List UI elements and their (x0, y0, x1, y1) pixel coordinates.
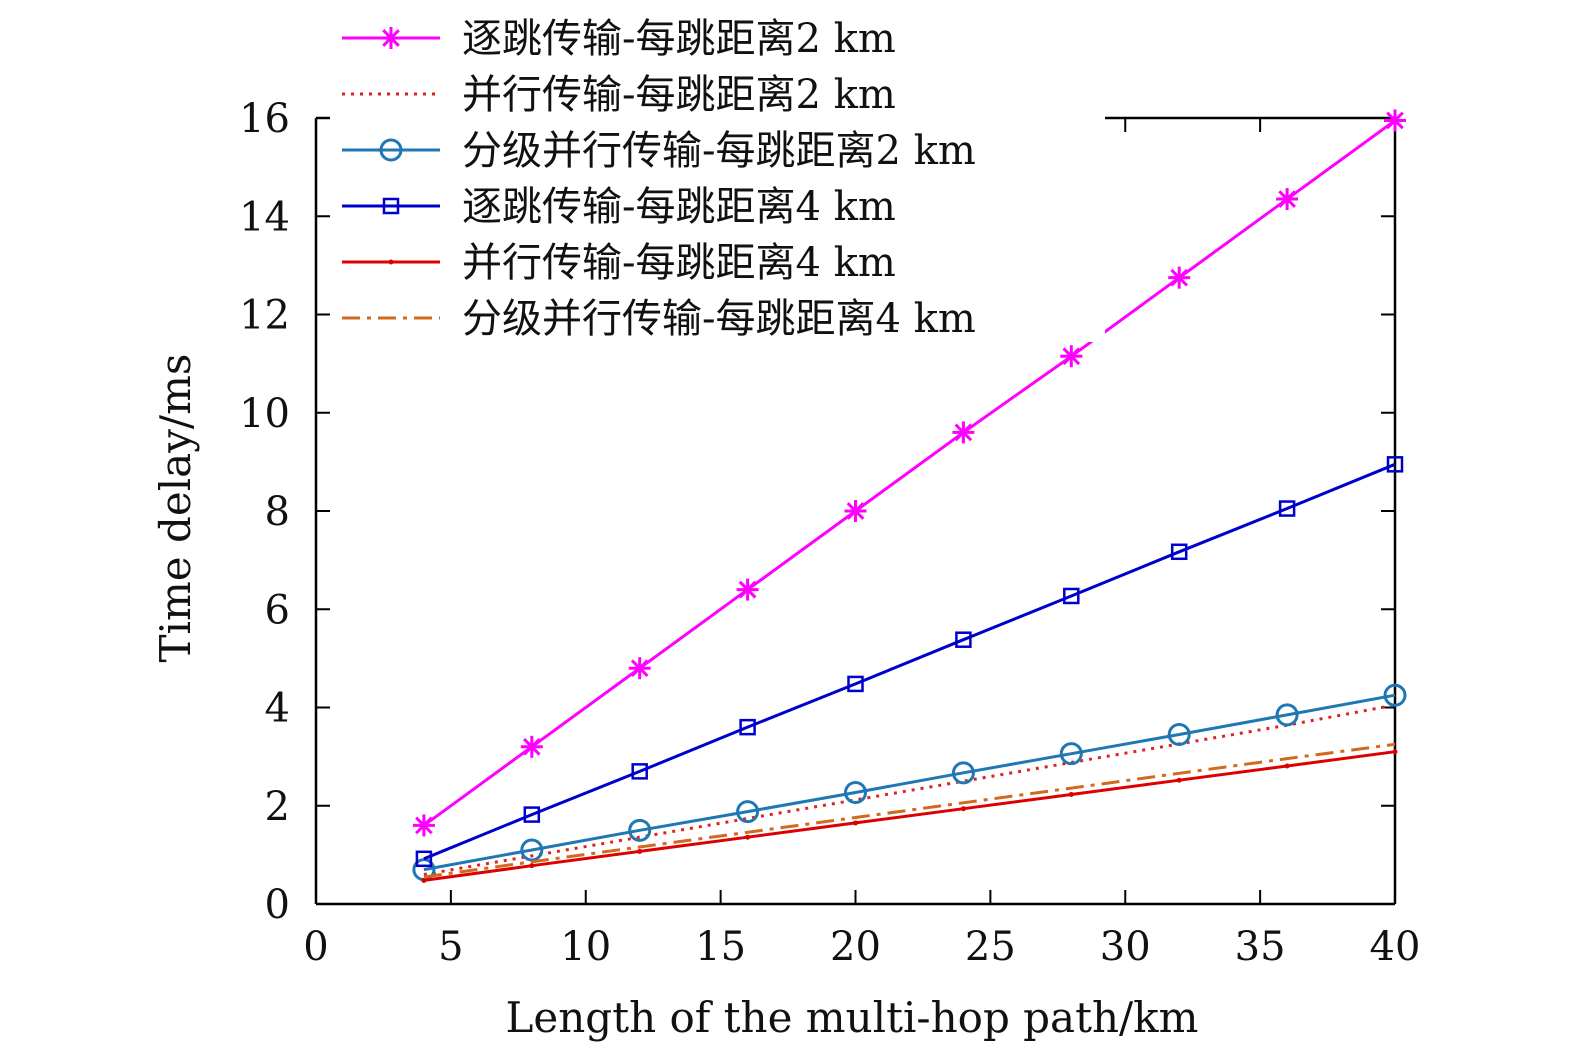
series-line (423, 462, 1396, 861)
legend-label: 并行传输-每跳距离2 km (462, 72, 896, 118)
x-tick-label: 40 (1370, 924, 1421, 970)
legend-item: 分级并行传输-每跳距离4 km (342, 296, 976, 342)
series-line (423, 742, 1396, 879)
series-marker (1059, 742, 1083, 766)
series-marker (631, 763, 648, 780)
y-tick-label: 4 (265, 686, 290, 732)
y-axis-label: Time delay/ms (151, 354, 200, 663)
series-marker (1276, 188, 1299, 211)
series-marker (844, 500, 867, 522)
x-tick-label: 30 (1100, 924, 1151, 970)
series-marker (1068, 791, 1074, 797)
series-marker (1168, 266, 1191, 289)
series-marker (388, 259, 394, 265)
series-marker (1384, 109, 1406, 132)
series-1 (412, 109, 1406, 837)
legend-item: 逐跳传输-每跳距离4 km (342, 184, 896, 230)
series-marker (529, 863, 535, 869)
series-marker (1176, 777, 1182, 783)
series-marker (380, 27, 402, 49)
series-marker (1060, 345, 1083, 368)
series-marker (1063, 587, 1080, 605)
y-tick-label: 10 (239, 391, 290, 437)
legend: 逐跳传输-每跳距离2 km 并行传输-每跳距离2 km 分级并行传输-每跳距离2 k… (330, 6, 1105, 342)
series-line (423, 693, 1396, 872)
legend-label: 逐跳传输-每跳距离4 km (462, 184, 896, 230)
series-marker (1392, 749, 1398, 755)
series-marker (736, 578, 759, 601)
series-marker (955, 631, 972, 648)
y-tick-label: 16 (239, 96, 290, 142)
legend-item: 逐跳传输-每跳距离2 km (342, 16, 896, 62)
series-5 (421, 749, 1398, 883)
series-marker (952, 421, 975, 444)
series-marker (951, 761, 975, 785)
legend-item: 并行传输-每跳距离2 km (342, 72, 896, 118)
series-marker (628, 657, 651, 680)
series-marker (1383, 683, 1407, 707)
x-tick-label: 10 (560, 924, 611, 970)
series-marker (1167, 723, 1191, 747)
y-tick-label: 6 (265, 587, 290, 633)
legend-box (330, 6, 1105, 342)
series-marker (1278, 500, 1296, 517)
y-tick-label: 8 (265, 489, 290, 535)
y-tick-label: 14 (239, 194, 290, 240)
series-marker (421, 877, 427, 883)
series-marker (739, 718, 756, 736)
series-marker (523, 806, 541, 823)
series-marker (1275, 703, 1299, 727)
series-marker (520, 735, 543, 758)
series-marker (520, 838, 544, 862)
y-tick-label: 0 (265, 882, 290, 928)
series-marker (382, 197, 400, 215)
axes: 0 5 10 15 20 25 30 35 40 0 2 4 6 8 10 12 14 16 (239, 96, 1420, 970)
series-marker (960, 806, 966, 812)
legend-item: 分级并行传输-每跳距离2 km (342, 128, 976, 174)
series-line (423, 703, 1396, 876)
series-marker (628, 818, 652, 842)
series-marker (745, 834, 751, 840)
series-marker (844, 780, 867, 804)
x-tick-label: 0 (303, 924, 328, 970)
series-marker (415, 850, 433, 868)
series-marker (1170, 543, 1188, 561)
series-line (423, 750, 1396, 882)
legend-label: 分级并行传输-每跳距离2 km (462, 128, 976, 174)
legend-label: 分级并行传输-每跳距离4 km (462, 296, 976, 342)
series-marker (1386, 456, 1404, 473)
series-marker (379, 138, 403, 162)
series-marker (637, 848, 643, 854)
legend-label: 并行传输-每跳距离4 km (462, 240, 896, 286)
x-tick-label: 35 (1235, 924, 1286, 970)
series-marker (736, 800, 760, 824)
y-tick-label: 12 (239, 293, 290, 339)
x-tick-label: 20 (830, 924, 881, 970)
series-line (423, 119, 1396, 827)
series-layer (412, 109, 1407, 883)
series-3 (412, 683, 1407, 882)
series-6 (423, 742, 1396, 879)
y-tick-label: 2 (265, 784, 290, 830)
legend-label: 逐跳传输-每跳距离2 km (462, 16, 896, 62)
series-4 (415, 456, 1404, 868)
series-marker (412, 814, 435, 837)
legend-item: 并行传输-每跳距离4 km (342, 240, 896, 286)
series-2 (423, 703, 1396, 876)
series-marker (1284, 763, 1290, 769)
x-tick-label: 5 (438, 924, 463, 970)
series-marker (853, 820, 858, 826)
x-axis-label: Length of the multi-hop path/km (506, 993, 1199, 1042)
series-marker (847, 675, 864, 693)
x-tick-label: 15 (695, 924, 746, 970)
x-tick-label: 25 (965, 924, 1016, 970)
